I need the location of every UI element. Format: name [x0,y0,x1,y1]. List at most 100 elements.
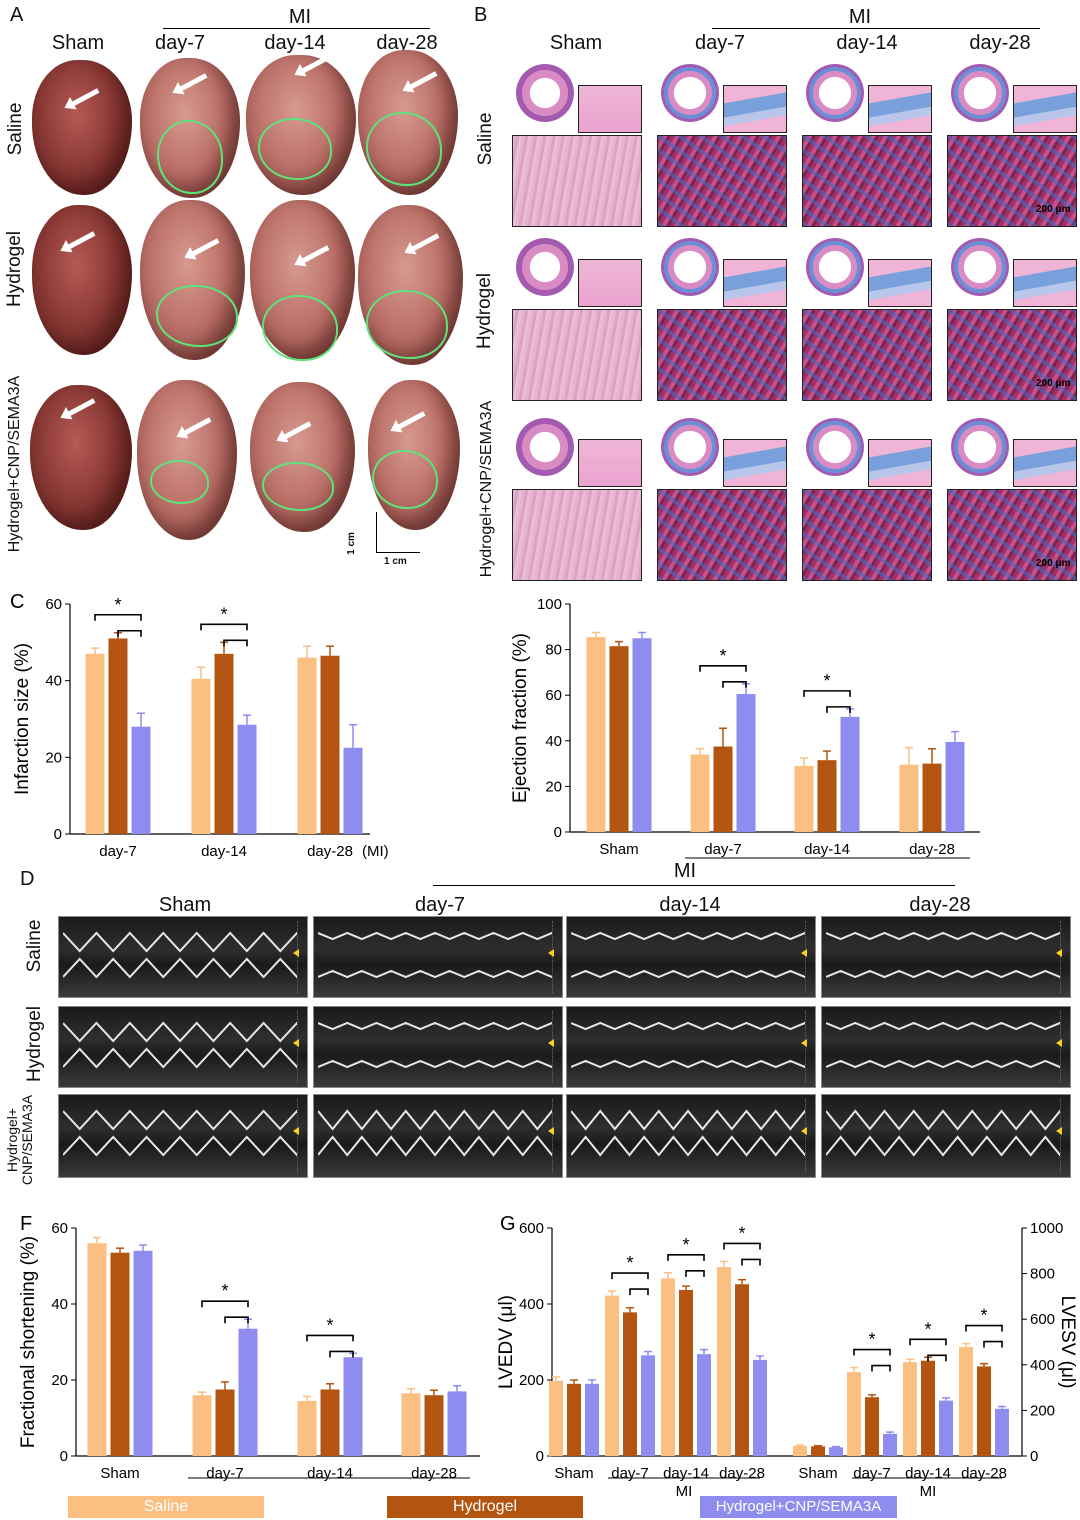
significance-star: * [220,604,227,624]
y-tick-label: 60 [51,1220,68,1237]
significance-star: * [626,1253,633,1273]
echo-trace [571,1109,805,1131]
bar-saline [549,1380,563,1456]
significance-star: * [719,646,726,666]
y-tick-label: 20 [45,749,62,766]
panel-label: G [500,1213,516,1235]
y-tick-label: 0 [536,1448,544,1465]
x-tick-label: day-7 [99,843,137,860]
heart-image [32,205,132,355]
bar-hydrogel-cnp-sema3a [133,1250,153,1456]
echo-trace [826,1109,1060,1131]
panel-b-col-sham: Sham [549,32,603,54]
echo-trace [318,1135,552,1157]
echo-trace [63,931,297,953]
panel-d-col-sham: Sham [158,894,212,916]
x-tick-label: Sham [798,1465,837,1482]
panel-d-row-cnp: Hydrogel+ CNP/SEMA3A [4,1094,35,1186]
significance-bracket [826,706,851,713]
x-tick-label: day-28 [719,1465,765,1482]
bar-saline [297,657,317,834]
bar-hydrogel-cnp-sema3a [447,1391,467,1456]
y2-tick-label: 800 [1030,1266,1055,1283]
bar-saline [586,637,606,832]
zoom-inset-image [723,439,787,487]
y2-tick-label: 200 [1030,1402,1055,1419]
bar-saline [401,1393,421,1456]
group-label: MI [815,863,832,866]
histology-image [657,135,787,227]
panel-b-col-day7: day-7 [694,32,746,54]
depth-ruler [805,1011,812,1083]
bar-hydrogel-cnp-sema3a [585,1383,599,1456]
group-label: MI [676,1483,693,1496]
infarct-outline [156,285,238,347]
bar-hydrogel-cnp-sema3a [632,638,652,832]
y-tick-label: 60 [45,596,62,613]
infarct-outline [150,460,209,504]
histology-image [657,309,787,401]
heart-section-image [945,232,1015,302]
y2-tick-label: 600 [1030,1311,1055,1328]
focus-marker-icon [801,949,807,957]
bar-saline [191,678,211,834]
bar-hydrogel [108,638,128,834]
chart-c: C 0 20 40 60 Infarction size (%) day-7 day-14 da… [10,591,389,860]
bar-hydrogel-cnp-sema3a [237,724,257,834]
bar-saline [85,653,105,834]
panel-b-row-saline: Saline [475,112,496,166]
echo-trace [318,1021,552,1031]
scale-bar-vertical [376,512,377,552]
x-tick-label: Sham [554,1465,593,1482]
bar-hydrogel [215,1389,235,1456]
x-tick-label: day-28 [307,843,353,860]
panel-a-col-day14: day-14 [264,32,326,54]
x-tick-label: Sham [100,1465,139,1482]
x-tick-label: day-14 [663,1465,709,1482]
bar-saline [717,1267,731,1456]
histology-image [947,135,1077,227]
panel-b-row-hydrogel: Hydrogel [474,272,495,350]
significance-star: * [326,1315,333,1335]
significance-bracket [629,1288,649,1296]
infarct-outline [366,290,448,359]
zoom-inset-image [723,85,787,133]
bar-hydrogel-cnp-sema3a [840,716,860,832]
panel-a-mi-line [163,28,430,29]
significance-bracket [965,1324,1003,1332]
significance-star: * [924,1319,931,1339]
significance-bracket [611,1272,649,1280]
legend-cnp: Hydrogel+CNP/SEMA3A [700,1496,897,1518]
bar-hydrogel [735,1284,749,1456]
focus-marker-icon [293,949,299,957]
x-tick-label: day-7 [853,1465,891,1482]
y-tick-label: 200 [519,1372,544,1389]
panel-a-col-day28: day-28 [376,32,438,54]
significance-star: * [738,1223,745,1243]
echo-trace [63,957,297,979]
scale-label: 200 μm [1036,378,1071,389]
bar-hydrogel [865,1397,879,1456]
y-axis-label: LVEDV (μl) [496,1295,517,1389]
zoom-inset-image [1013,439,1077,487]
echocardiogram-image [313,1094,563,1178]
panel-d-col-day28: day-28 [909,894,971,916]
group-label: MI [920,1483,937,1496]
y-tick-label: 20 [51,1372,68,1389]
focus-marker-icon [1056,1127,1062,1135]
panel-d-row-saline: Saline [24,919,45,973]
histology-image [512,309,642,401]
heart-section-image [945,412,1015,482]
zoom-inset-image [868,259,932,307]
depth-ruler [552,1099,559,1173]
legend-saline: Saline [68,1496,264,1518]
histology-image [512,489,642,581]
depth-ruler [1060,1099,1067,1173]
bar-hydrogel [811,1446,825,1456]
histology-image [802,489,932,581]
scale-label: 200 μm [1036,558,1071,569]
echo-trace [571,1021,805,1031]
heart-section-image [510,412,580,482]
echo-trace [571,931,805,941]
echocardiogram-image [313,916,563,998]
